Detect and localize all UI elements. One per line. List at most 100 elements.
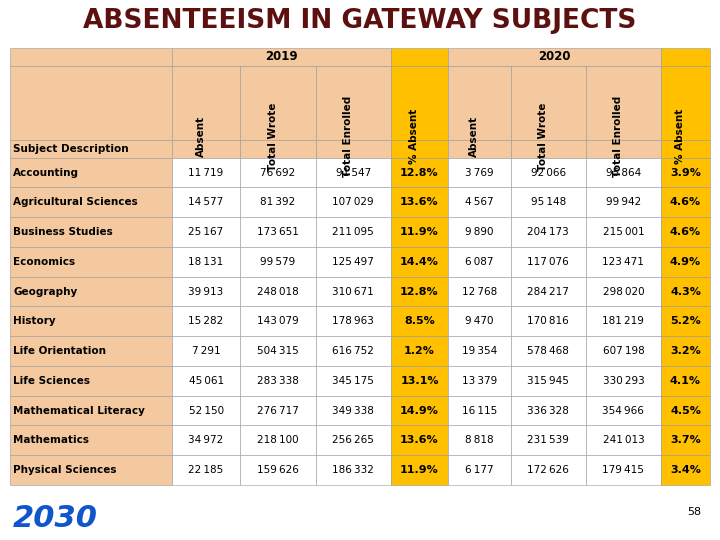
Text: Total Wrote: Total Wrote (538, 102, 548, 171)
Bar (661, 306, 710, 336)
Bar (661, 187, 710, 217)
Bar (586, 276, 661, 306)
Bar (586, 336, 661, 366)
Bar (510, 336, 586, 366)
Text: 95 864: 95 864 (606, 167, 641, 178)
Bar (448, 140, 510, 158)
Text: 13.6%: 13.6% (400, 197, 438, 207)
Text: 39 913: 39 913 (189, 287, 224, 296)
Text: 18 131: 18 131 (189, 257, 224, 267)
Text: Absent: Absent (469, 116, 480, 157)
Text: 315 945: 315 945 (527, 376, 569, 386)
Text: Agricultural Sciences: Agricultural Sciences (13, 197, 138, 207)
Bar (586, 140, 661, 158)
Bar (315, 426, 391, 455)
Text: 4.6%: 4.6% (670, 197, 701, 207)
Bar (391, 396, 448, 426)
Bar (586, 217, 661, 247)
Bar (510, 426, 586, 455)
Text: % Absent: % Absent (675, 109, 685, 164)
Bar (510, 306, 586, 336)
Text: Mathematical Literacy: Mathematical Literacy (13, 406, 145, 416)
Bar (448, 217, 510, 247)
Text: 76 692: 76 692 (261, 167, 296, 178)
Bar (315, 247, 391, 276)
Bar (172, 217, 240, 247)
Bar (448, 247, 510, 276)
Bar (315, 158, 391, 187)
Text: 4.5%: 4.5% (670, 406, 701, 416)
Text: 107 029: 107 029 (333, 197, 374, 207)
Bar (172, 426, 240, 455)
Text: 4 567: 4 567 (465, 197, 494, 207)
Bar (10, 306, 172, 336)
Bar (510, 140, 586, 158)
Bar (391, 187, 448, 217)
Bar (510, 396, 586, 426)
Text: 9 470: 9 470 (465, 316, 493, 326)
Bar (172, 48, 391, 66)
Text: 179 415: 179 415 (603, 465, 644, 475)
Bar (315, 396, 391, 426)
Text: 13.6%: 13.6% (400, 435, 438, 445)
Text: Accounting: Accounting (13, 167, 79, 178)
Text: 6 087: 6 087 (465, 257, 493, 267)
Bar (10, 187, 172, 217)
Text: 92 066: 92 066 (531, 167, 566, 178)
Text: 4.3%: 4.3% (670, 287, 701, 296)
Bar (391, 140, 448, 158)
Bar (448, 158, 510, 187)
Bar (661, 48, 710, 66)
Bar (391, 306, 448, 336)
Text: 19 354: 19 354 (462, 346, 497, 356)
Text: 11.9%: 11.9% (400, 465, 438, 475)
Text: 310 671: 310 671 (333, 287, 374, 296)
Text: 248 018: 248 018 (257, 287, 299, 296)
Text: 231 539: 231 539 (527, 435, 569, 445)
Bar (586, 187, 661, 217)
Text: Mathematics: Mathematics (13, 435, 89, 445)
Bar (586, 366, 661, 396)
Text: 22 185: 22 185 (189, 465, 224, 475)
Text: 12 768: 12 768 (462, 287, 497, 296)
Text: Physical Sciences: Physical Sciences (13, 465, 117, 475)
Bar (510, 158, 586, 187)
Text: 336 328: 336 328 (527, 406, 569, 416)
Bar (448, 48, 661, 66)
Bar (315, 336, 391, 366)
Text: 99 579: 99 579 (261, 257, 296, 267)
Bar (448, 306, 510, 336)
Bar (661, 247, 710, 276)
Bar (661, 426, 710, 455)
Bar (10, 48, 172, 66)
Text: 2020: 2020 (539, 50, 571, 63)
Bar (240, 187, 315, 217)
Bar (10, 66, 172, 140)
Bar (510, 455, 586, 485)
Bar (10, 396, 172, 426)
Text: 218 100: 218 100 (257, 435, 299, 445)
Text: 215 001: 215 001 (603, 227, 644, 237)
Bar (391, 276, 448, 306)
Text: 607 198: 607 198 (603, 346, 644, 356)
Text: 13.1%: 13.1% (400, 376, 438, 386)
Text: 5.2%: 5.2% (670, 316, 701, 326)
Text: 241 013: 241 013 (603, 435, 644, 445)
Bar (510, 217, 586, 247)
Bar (391, 455, 448, 485)
Text: 173 651: 173 651 (257, 227, 299, 237)
Text: Life Sciences: Life Sciences (13, 376, 90, 386)
Text: 1.2%: 1.2% (404, 346, 435, 356)
Bar (10, 366, 172, 396)
Bar (172, 366, 240, 396)
Text: 3.2%: 3.2% (670, 346, 701, 356)
Bar (448, 396, 510, 426)
Text: Life Orientation: Life Orientation (13, 346, 106, 356)
Bar (172, 187, 240, 217)
Bar (172, 455, 240, 485)
Text: 298 020: 298 020 (603, 287, 644, 296)
Text: ABSENTEEISM IN GATEWAY SUBJECTS: ABSENTEEISM IN GATEWAY SUBJECTS (84, 8, 636, 33)
Bar (391, 247, 448, 276)
Bar (448, 336, 510, 366)
Text: 3 769: 3 769 (465, 167, 494, 178)
